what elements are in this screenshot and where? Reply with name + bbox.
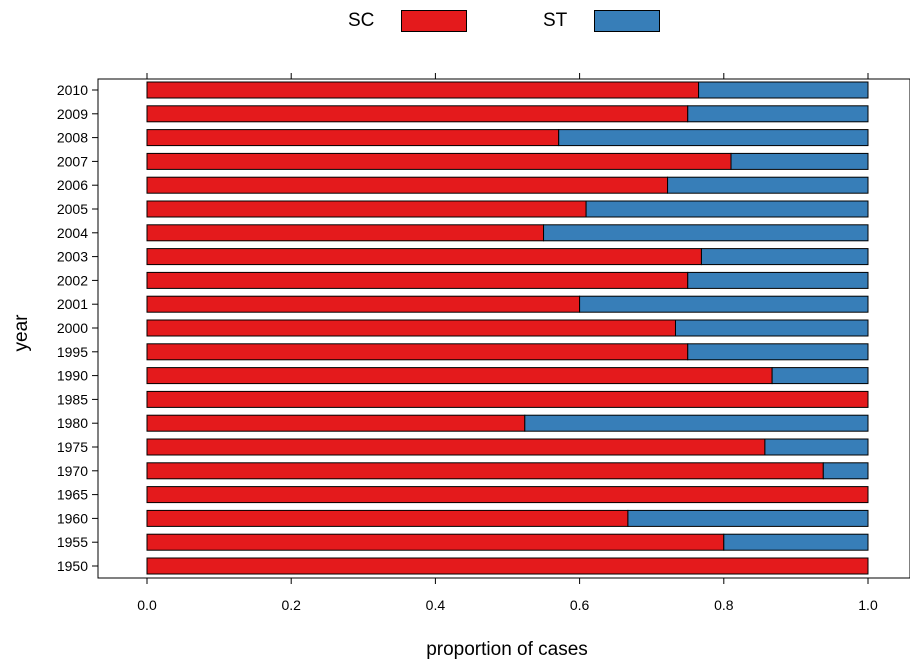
y-tick-label-2010: 2010 — [57, 82, 88, 98]
y-tick-label-1975: 1975 — [57, 439, 88, 455]
bar-sc-2000 — [146, 319, 676, 337]
y-tick-label-2009: 2009 — [57, 106, 88, 122]
bar-st-1955 — [723, 533, 869, 551]
bar-sc-1970 — [146, 462, 824, 480]
bars-group — [146, 81, 869, 575]
bar-sc-2010 — [146, 81, 700, 99]
bar-st-2009 — [687, 105, 869, 123]
y-tick-label-2002: 2002 — [57, 272, 88, 288]
x-tick-label-0.6: 0.6 — [570, 597, 590, 613]
bar-st-2007 — [730, 152, 869, 170]
y-tick-label-2005: 2005 — [57, 201, 88, 217]
bar-st-1980 — [524, 414, 869, 432]
bar-st-2005 — [585, 200, 869, 218]
bar-sc-2007 — [146, 152, 732, 170]
bar-sc-1965 — [146, 486, 869, 504]
bar-sc-2002 — [146, 271, 689, 289]
x-tick-label-1.0: 1.0 — [858, 597, 878, 613]
bar-st-2008 — [558, 129, 869, 147]
bar-st-1960 — [627, 509, 869, 527]
bar-sc-2001 — [146, 295, 581, 313]
y-tick-label-1970: 1970 — [57, 463, 88, 479]
bar-st-1990 — [771, 367, 869, 385]
y-tick-labels: 1950 1955 1960 1965 1970 1975 1980 1985 1990 1995… — [57, 82, 98, 574]
y-tick-label-2003: 2003 — [57, 249, 88, 265]
x-tick-label-0.0: 0.0 — [137, 597, 157, 613]
legend-item-st: ST — [543, 8, 661, 34]
bar-sc-1980 — [146, 414, 526, 432]
x-tick-label-0.2: 0.2 — [281, 597, 301, 613]
legend-label-sc: SC — [348, 10, 375, 31]
legend-swatch-sc — [401, 10, 468, 32]
bar-st-2003 — [700, 248, 869, 266]
y-tick-label-1955: 1955 — [57, 534, 88, 550]
y-tick-label-2001: 2001 — [57, 296, 88, 312]
x-axis-label: proportion of cases — [426, 639, 588, 660]
bar-st-2000 — [674, 319, 869, 337]
x-tick-label-0.8: 0.8 — [714, 597, 734, 613]
bar-sc-2008 — [146, 129, 560, 147]
bar-sc-2004 — [146, 224, 545, 242]
y-tick-label-1960: 1960 — [57, 510, 88, 526]
y-tick-label-2004: 2004 — [57, 225, 88, 241]
bar-sc-1975 — [146, 438, 766, 456]
y-axis-label: year — [11, 314, 32, 352]
y-tick-label-1985: 1985 — [57, 391, 88, 407]
legend-swatch-st — [594, 10, 661, 32]
bar-sc-1955 — [146, 533, 725, 551]
legend: SC ST — [0, 8, 910, 38]
bar-st-2002 — [687, 271, 869, 289]
bar-sc-1990 — [146, 367, 773, 385]
bar-sc-2006 — [146, 176, 669, 194]
y-tick-label-2008: 2008 — [57, 130, 88, 146]
y-tick-label-1995: 1995 — [57, 344, 88, 360]
bar-sc-2003 — [146, 248, 702, 266]
bar-sc-1960 — [146, 509, 629, 527]
y-tick-label-1980: 1980 — [57, 415, 88, 431]
y-tick-label-1990: 1990 — [57, 368, 88, 384]
y-tick-label-1965: 1965 — [57, 487, 88, 503]
x-ticks: 0.0 0.2 0.4 0.6 0.8 1.0 — [137, 73, 878, 613]
bar-st-2004 — [543, 224, 869, 242]
bar-sc-2005 — [146, 200, 587, 218]
bar-sc-1950 — [146, 557, 869, 575]
bar-sc-1995 — [146, 343, 689, 361]
bar-st-2010 — [698, 81, 869, 99]
x-tick-label-0.4: 0.4 — [426, 597, 446, 613]
bar-sc-2009 — [146, 105, 689, 123]
y-tick-label-2006: 2006 — [57, 177, 88, 193]
y-tick-label-2007: 2007 — [57, 153, 88, 169]
legend-item-sc: SC — [348, 8, 468, 34]
y-tick-label-1950: 1950 — [57, 558, 88, 574]
legend-label-st: ST — [543, 10, 568, 31]
bar-st-2006 — [667, 176, 869, 194]
bar-sc-1985 — [146, 390, 869, 408]
bar-st-1970 — [822, 462, 869, 480]
bar-st-1975 — [764, 438, 869, 456]
bar-st-2001 — [579, 295, 869, 313]
y-tick-label-2000: 2000 — [57, 320, 88, 336]
bar-st-1995 — [687, 343, 869, 361]
